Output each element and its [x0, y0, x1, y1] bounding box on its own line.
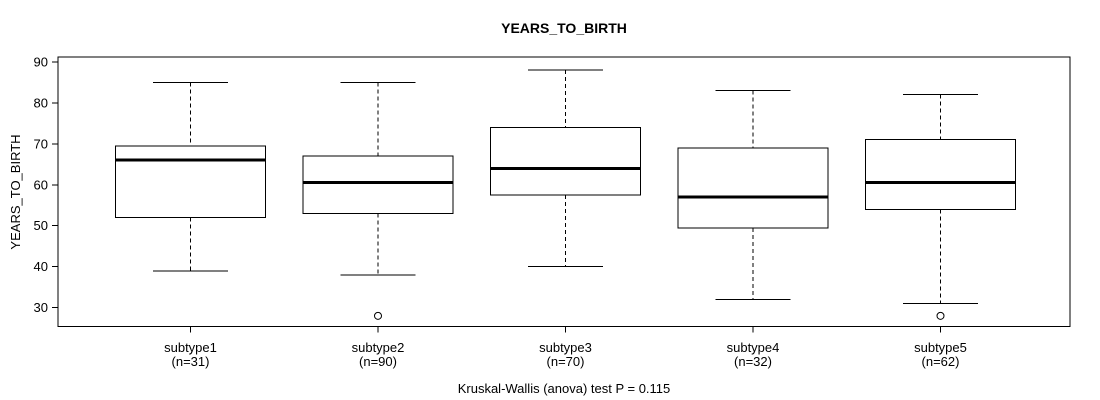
y-axis-label: YEARS_TO_BIRTH — [8, 134, 23, 249]
chart-title: YEARS_TO_BIRTH — [501, 20, 627, 36]
iqr-box — [490, 126, 641, 196]
iqr-box — [115, 145, 266, 219]
x-axis-count-label: (n=62) — [922, 354, 960, 369]
iqr-box — [677, 147, 829, 229]
y-axis-tick-label: 90 — [34, 54, 48, 69]
y-axis-tick-label: 40 — [34, 259, 48, 274]
y-axis-tick-label: 80 — [34, 95, 48, 110]
x-axis-category-label: subtype5 — [914, 340, 967, 355]
x-axis-count-label: (n=31) — [172, 354, 210, 369]
iqr-box — [302, 155, 454, 214]
x-axis-count-label: (n=32) — [734, 354, 772, 369]
y-axis-tick-label: 30 — [34, 300, 48, 315]
statistical-test-annotation: Kruskal-Wallis (anova) test P = 0.115 — [458, 381, 671, 396]
x-axis-count-label: (n=70) — [547, 354, 585, 369]
y-axis-tick-label: 50 — [34, 218, 48, 233]
x-axis-category-label: subtype2 — [352, 340, 405, 355]
plot-frame — [57, 56, 1071, 327]
plot-area: 30 40 50 60 70 80 90 subtype1(n=31) subtype2(n=9… — [34, 54, 1071, 369]
x-axis-category-label: subtype3 — [539, 340, 592, 355]
x-axis-category-label: subtype1 — [164, 340, 217, 355]
y-axis-tick-label: 70 — [34, 136, 48, 151]
outlier-point — [374, 311, 382, 320]
x-axis-count-label: (n=90) — [359, 354, 397, 369]
iqr-box — [865, 139, 1016, 210]
y-axis-tick-label: 60 — [34, 177, 48, 192]
outlier-point — [936, 311, 945, 320]
x-axis-category-label: subtype4 — [727, 340, 780, 355]
